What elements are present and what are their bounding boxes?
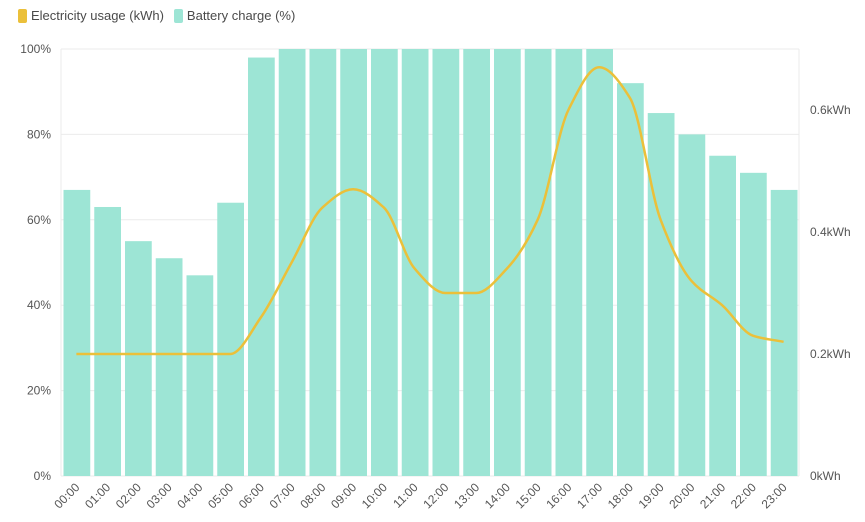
legend-item-battery[interactable]: Battery charge (%) (173, 8, 296, 23)
bar-battery-1800 (617, 83, 644, 476)
bar-battery-0800 (309, 49, 337, 476)
x-tick-label: 10:00 (359, 480, 390, 511)
x-tick-label: 06:00 (236, 480, 267, 511)
x-tick-label: 08:00 (297, 480, 328, 511)
bar-battery-1000 (371, 49, 398, 476)
bar-battery-0900 (340, 49, 367, 476)
bar-battery-1600 (555, 49, 583, 476)
bar-battery-1300 (463, 49, 490, 476)
x-tick-label: 05:00 (205, 480, 236, 511)
x-tick-label: 03:00 (144, 480, 175, 511)
x-tick-label: 12:00 (420, 480, 451, 511)
bar-battery-1500 (524, 49, 552, 476)
left-tick-label: 20% (27, 384, 51, 398)
x-tick-label: 23:00 (759, 480, 790, 511)
x-tick-label: 09:00 (328, 480, 359, 511)
bar-battery-0400 (186, 275, 214, 476)
x-tick-label: 19:00 (636, 480, 667, 511)
bar-battery-1700 (586, 49, 613, 476)
bar-battery-2300 (770, 189, 798, 476)
left-tick-label: 0% (34, 469, 52, 483)
legend-swatch-electricity (18, 8, 27, 23)
x-tick-label: 01:00 (82, 480, 113, 511)
bar-battery-0200 (125, 241, 152, 476)
right-tick-label: 0.2kWh (810, 347, 851, 361)
left-tick-label: 100% (20, 42, 51, 56)
bar-battery-0600 (248, 57, 275, 476)
bar-battery-0500 (217, 202, 244, 476)
bar-battery-1100 (401, 49, 429, 476)
bar-battery-0300 (155, 258, 183, 476)
x-tick-label: 22:00 (728, 480, 759, 511)
x-tick-label: 21:00 (697, 480, 728, 511)
right-tick-label: 0kWh (810, 469, 841, 483)
x-tick-label: 18:00 (605, 480, 636, 511)
legend: Electricity usage (kWh) Battery charge (… (18, 8, 295, 23)
x-tick-label: 15:00 (513, 480, 544, 511)
bar-battery-2200 (740, 172, 767, 476)
bar-battery-1900 (647, 113, 675, 477)
legend-label-electricity: Electricity usage (kWh) (31, 8, 164, 23)
x-tick-label: 13:00 (451, 480, 482, 511)
right-tick-label: 0.6kWh (810, 103, 851, 117)
x-tick-label: 11:00 (390, 480, 421, 511)
x-tick-label: 00:00 (51, 480, 82, 511)
x-tick-label: 14:00 (482, 480, 513, 511)
x-tick-label: 04:00 (174, 480, 205, 511)
bar-battery-0000 (63, 189, 91, 476)
x-tick-label: 02:00 (113, 480, 144, 511)
legend-label-battery: Battery charge (%) (186, 8, 296, 23)
left-tick-label: 60% (27, 213, 51, 227)
x-tick-label: 16:00 (543, 480, 574, 511)
right-tick-label: 0.4kWh (810, 225, 851, 239)
bar-battery-1200 (432, 49, 460, 476)
line-electricity-usage (76, 66, 784, 356)
x-tick-label: 07:00 (267, 480, 298, 511)
bar-battery-2000 (678, 134, 706, 476)
left-tick-label: 80% (27, 127, 51, 141)
left-tick-label: 40% (27, 298, 51, 312)
legend-swatch-battery (173, 8, 183, 23)
x-tick-label: 17:00 (574, 480, 605, 511)
x-tick-label: 20:00 (666, 480, 697, 511)
legend-item-electricity[interactable]: Electricity usage (kWh) (18, 8, 164, 23)
bar-battery-0100 (94, 206, 121, 477)
bar-battery-1400 (494, 49, 521, 476)
